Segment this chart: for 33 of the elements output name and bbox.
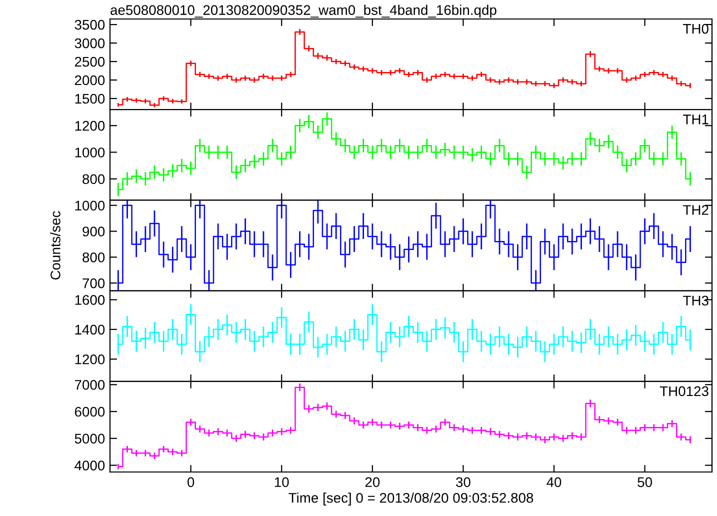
y-tick-label: 1600 xyxy=(75,295,105,305)
x-tick-label: 30 xyxy=(456,477,470,488)
annotation: TH0123 xyxy=(660,386,708,396)
x-tick-label: 50 xyxy=(638,477,652,488)
y-tick-label: 4000 xyxy=(74,460,105,470)
annotation: TH1 xyxy=(683,114,708,124)
y-tick-label: 1400 xyxy=(75,324,105,335)
y-tick-label: 3000 xyxy=(74,38,105,48)
y-tick-label: 800 xyxy=(82,174,105,184)
annotation: TH0 xyxy=(683,24,708,34)
y-axis-title: Counts/sec xyxy=(50,211,60,280)
chart-title: ae508080010_20130820090352_wam0_bst_4band_16bin.qdp xyxy=(110,4,496,18)
y-tick-label: 5000 xyxy=(74,434,105,444)
y-tick-label: 2000 xyxy=(74,75,105,86)
annotation: TH3 xyxy=(683,296,708,306)
y-tick-label: 800 xyxy=(82,252,105,262)
y-tick-label: 6000 xyxy=(74,406,105,417)
y-tick-label: 700 xyxy=(82,278,105,288)
annotation: TH2 xyxy=(683,205,708,215)
x-tick-label: 0 xyxy=(187,477,194,488)
x-tick-label: 20 xyxy=(365,477,380,488)
y-tick-label: 1500 xyxy=(75,94,105,104)
x-tick-label: 10 xyxy=(274,477,289,488)
y-tick-label: 1200 xyxy=(75,354,105,364)
x-tick-label: 40 xyxy=(546,477,562,488)
y-tick-label: 1000 xyxy=(75,148,105,158)
y-tick-label: 1200 xyxy=(75,120,105,131)
y-tick-label: 7000 xyxy=(74,380,105,390)
y-tick-label: 3500 xyxy=(74,20,105,30)
y-tick-label: 900 xyxy=(82,226,105,236)
y-tick-label: 1000 xyxy=(75,200,105,211)
x-axis-title: Time [sec] 0 = 2013/08/20 09:03:52.808 xyxy=(288,492,534,506)
y-tick-label: 2500 xyxy=(74,56,105,67)
